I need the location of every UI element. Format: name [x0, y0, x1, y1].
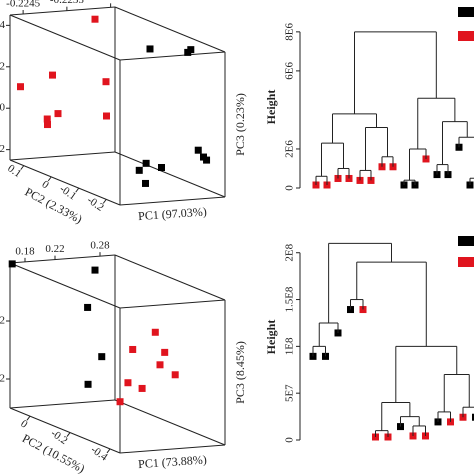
point [98, 353, 105, 360]
y-tick-label: 0.1 [5, 162, 23, 180]
box-edge [115, 400, 225, 445]
point [136, 167, 143, 174]
point [187, 46, 194, 53]
box-edge [10, 15, 120, 60]
x-axis-label: PC1 (97.03%) [138, 204, 207, 223]
x-tick-label: -0.2235 [50, 0, 84, 6]
z-tick-label: 2 [0, 60, 5, 72]
y-tick-label: 2E6 [284, 140, 296, 158]
z-tick-label: 2 [0, 373, 5, 385]
box-edge [10, 400, 115, 408]
point [85, 381, 92, 388]
x-tick-label: 0.28 [90, 240, 110, 252]
point [92, 267, 99, 274]
y-tick-label: 0 [18, 418, 30, 431]
point [203, 157, 210, 164]
y-axis-label: Height [264, 320, 278, 355]
point [147, 45, 154, 52]
z-tick-label: 4 [0, 19, 6, 31]
point [157, 361, 164, 368]
point [92, 16, 99, 23]
y-tick-label: 0 [284, 185, 296, 191]
box-edge [115, 7, 225, 52]
z-tick-label: 0 [0, 102, 6, 114]
point [124, 379, 131, 386]
point [139, 385, 146, 392]
legend-swatch [458, 257, 474, 267]
y-tick-label: -0.4 [89, 444, 111, 464]
box-edge [120, 52, 225, 60]
point [172, 371, 179, 378]
y-tick-label: 1E8 [284, 337, 296, 355]
point [158, 164, 165, 171]
y-tick-label: 0 [284, 437, 296, 443]
z-axis-label: PC3 (8.45%) [233, 341, 247, 404]
box-edge [120, 445, 225, 453]
y-tick-label: 5E7 [284, 384, 296, 402]
point [84, 304, 91, 311]
y-tick-label: 8E6 [284, 23, 296, 41]
point [161, 349, 168, 356]
point [55, 110, 62, 117]
figure: -0.2245 -0.2235 -0.2225 0.1 0 -0.1 -0.2 4 2 0 2 PC1… [0, 0, 474, 474]
z-tick-label: 2 [0, 315, 5, 327]
y-axis-label: Height [264, 90, 278, 125]
x-tick-label: 0.18 [15, 245, 35, 257]
point [117, 398, 124, 405]
legend-swatch [458, 7, 474, 17]
point [44, 121, 51, 128]
point [49, 72, 56, 79]
z-tick-label: 2 [0, 143, 5, 155]
box-edge [10, 152, 115, 160]
point [9, 260, 16, 267]
point [103, 78, 110, 85]
y-tick-label: 0 [40, 178, 52, 191]
legend-swatch [458, 31, 474, 41]
point [17, 83, 24, 90]
page: -0.2245 -0.2235 -0.2225 0.1 0 -0.1 -0.2 4 2 0 2 PC1… [0, 0, 474, 474]
y-tick-label: 6E6 [284, 62, 296, 80]
x-tick-label: -0.2225 [94, 0, 128, 3]
box-edge [10, 263, 120, 308]
point [195, 147, 202, 154]
legend-swatch [458, 236, 474, 246]
point [143, 160, 150, 167]
point [152, 329, 159, 336]
box-edge [115, 255, 225, 300]
point [142, 180, 149, 187]
x-tick-label: 0.22 [45, 243, 64, 255]
box-edge [120, 300, 225, 308]
y-tick-label: -0.2 [85, 194, 106, 214]
box-edge [120, 197, 225, 205]
x-tick-label: -0.2245 [6, 0, 40, 10]
y-tick-label: -0.1 [57, 183, 78, 203]
z-axis-label: PC3 (0.23%) [233, 93, 247, 156]
point [129, 346, 136, 353]
x-axis-label: PC1 (73.88%) [138, 452, 207, 471]
point [103, 113, 110, 120]
y-tick-label: 1.5E8 [284, 286, 296, 312]
y-tick-label: 2E8 [284, 243, 296, 261]
